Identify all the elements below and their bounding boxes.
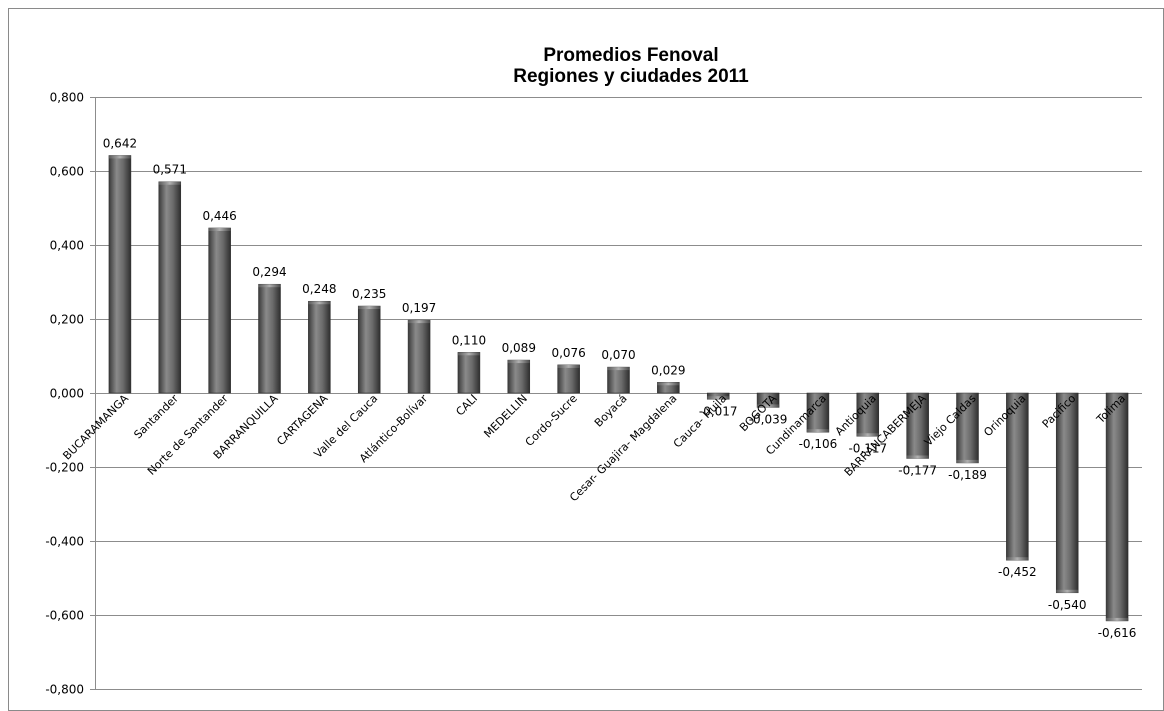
data-label: -0,540 [1048, 598, 1087, 612]
data-label: 0,029 [651, 363, 685, 377]
data-label: 0,642 [103, 136, 137, 150]
chart-title-line-1: Promedios Fenoval [543, 45, 718, 66]
data-label: 0,294 [252, 265, 286, 279]
category-label: Cesar- Guajira- Magdalena [567, 392, 679, 504]
bar-cap [408, 320, 431, 324]
bar-cap [607, 367, 630, 371]
category-label: Cordo-Sucre [523, 392, 580, 449]
bar [208, 227, 231, 394]
y-tick-label: 0,800 [50, 91, 84, 105]
data-labels: 0,642 0,571 0,446 0,294 0,248 0,235 0,197 0,110… [103, 136, 1137, 639]
bar [108, 155, 132, 394]
bar-cap [707, 396, 730, 400]
data-label: -0,039 [749, 412, 788, 426]
bar-cap [1106, 617, 1129, 621]
bar-cap [856, 433, 879, 437]
data-label: -0,452 [998, 565, 1037, 579]
bars [108, 155, 1129, 622]
bar [258, 283, 281, 394]
category-label: MEDELLIN [481, 392, 530, 441]
data-label: 0,235 [352, 287, 386, 301]
y-tick-label: 0,600 [50, 165, 84, 179]
bar-cap [557, 364, 580, 368]
gridlines [90, 97, 1142, 690]
bar-cap [507, 360, 530, 364]
bar-cap [258, 284, 281, 288]
y-tick-label: -0,800 [45, 683, 84, 697]
bar-cap [956, 459, 979, 463]
data-label: -0,117 [848, 441, 887, 455]
bar [507, 359, 531, 394]
bar-cap [158, 181, 181, 185]
bar-cap [657, 382, 680, 386]
data-label: 0,110 [452, 333, 486, 347]
data-label: 0,089 [502, 341, 536, 355]
bar [1055, 392, 1079, 594]
bar [1105, 392, 1129, 622]
y-tick-label: 0,200 [50, 313, 84, 327]
y-tick-label: -0,200 [45, 461, 84, 475]
category-label: Cauca- Huila [671, 392, 730, 451]
bar-cap [1006, 557, 1029, 561]
data-label: 0,571 [153, 163, 187, 177]
bar [308, 300, 331, 394]
bar-cap [1056, 589, 1079, 593]
bar-cap [906, 455, 929, 459]
bar-cap [108, 155, 131, 159]
data-label: -0,106 [799, 437, 838, 451]
data-label: -0,616 [1098, 626, 1137, 640]
bar-cap [358, 306, 381, 310]
outer-border [8, 8, 1164, 711]
y-tick-label: -0,600 [45, 609, 84, 623]
bar [607, 366, 630, 394]
y-tick-label: 0,000 [50, 387, 84, 401]
y-tick-label: 0,400 [50, 239, 84, 253]
y-axis-ticks: 0,800 0,600 0,400 0,200 0,000 -0,200 -0,400 -0,… [45, 91, 84, 697]
data-label: -0,189 [948, 468, 987, 482]
bar-cap [457, 352, 480, 356]
category-label: Santander [131, 392, 181, 442]
bar [357, 305, 381, 394]
data-label: 0,446 [202, 209, 236, 223]
data-label: -0,177 [898, 463, 937, 477]
bar-cap [308, 301, 331, 305]
data-label: 0,248 [302, 282, 336, 296]
data-label: -0,017 [699, 404, 738, 418]
bar [407, 319, 431, 394]
bar [158, 181, 182, 394]
bar [457, 352, 481, 394]
data-label: 0,070 [601, 348, 635, 362]
category-label: Boyacá [592, 392, 630, 430]
y-tick-label: -0,400 [45, 535, 84, 549]
bar-cap [806, 429, 829, 433]
data-label: 0,076 [551, 346, 585, 360]
category-label: CALI [453, 392, 480, 419]
chart-title-line-2: Regiones y ciudades 2011 [513, 66, 749, 87]
bar [557, 364, 580, 394]
bar-cap [208, 227, 231, 231]
bar-cap [757, 404, 780, 408]
data-label: 0,197 [402, 301, 436, 315]
